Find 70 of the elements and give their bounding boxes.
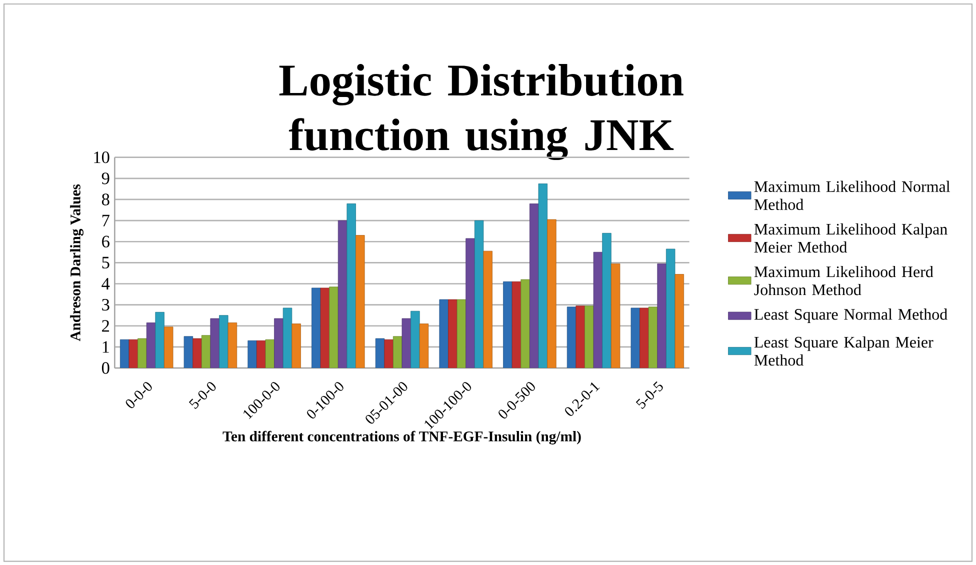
chart-title: Logistic Distribution function using JNK [279, 64, 684, 160]
bar [474, 220, 484, 368]
bar [512, 281, 522, 368]
bar [146, 322, 156, 368]
bar [312, 288, 321, 368]
bar [439, 299, 448, 368]
bar [164, 326, 174, 368]
bar [576, 306, 585, 368]
bar [256, 340, 266, 368]
y-tick-label: 5 [102, 256, 110, 268]
bar [120, 339, 130, 368]
bar [530, 203, 539, 368]
bar [155, 312, 164, 368]
bar [503, 281, 512, 368]
bar [538, 183, 548, 368]
bar [265, 339, 274, 368]
bar [201, 334, 211, 368]
bar [674, 274, 684, 368]
bar [466, 238, 475, 368]
bar [566, 306, 576, 368]
bar [402, 318, 411, 368]
bar [274, 318, 284, 368]
bar [184, 336, 194, 368]
bar [356, 234, 365, 368]
bar [338, 220, 348, 368]
y-tick-label: 8 [102, 193, 110, 206]
bar [375, 338, 385, 368]
legend-label: Maximum Likelihood Normal Method [754, 180, 950, 210]
legend-label: Maximum Likelihood Herd Johnson Method [754, 266, 934, 296]
x-axis-title: Ten different concentrations of TNF-EGF-Insulin (ng/ml) [222, 430, 581, 444]
bar [602, 232, 612, 368]
bar [248, 340, 257, 368]
legend-label: Least Square Normal Method [754, 308, 948, 323]
bar [329, 286, 338, 368]
y-tick-label: 2 [102, 320, 110, 332]
bar [593, 252, 603, 368]
y-tick-label: 4 [102, 278, 110, 290]
bar [410, 310, 420, 368]
y-axis-title: Andreson Darling Values [70, 184, 84, 342]
bar [520, 279, 530, 368]
bar [210, 318, 220, 368]
bar [346, 203, 356, 368]
bar [630, 308, 640, 368]
y-tick-label: 9 [102, 172, 110, 184]
bar [448, 299, 458, 368]
legend-label: Maximum Likelihood Kalpan Meier Method [754, 223, 948, 252]
bar [192, 338, 202, 368]
bar [547, 219, 556, 368]
y-tick-label: 0 [102, 362, 110, 374]
bar [640, 308, 649, 368]
bar [483, 250, 492, 368]
bar [666, 248, 676, 368]
bar [584, 306, 594, 368]
bar [648, 306, 658, 368]
bar [138, 338, 147, 368]
bar [392, 336, 402, 368]
bar [128, 339, 138, 368]
y-tick-label: 7 [102, 214, 110, 226]
y-tick-label: 1 [102, 341, 109, 353]
bar [320, 288, 330, 368]
y-tick-label: 3 [102, 298, 110, 310]
bar [384, 339, 394, 368]
bar [610, 263, 620, 368]
bar [456, 299, 466, 368]
y-tick-label: 10 [94, 151, 110, 164]
bar [657, 263, 666, 368]
legend-label: Least Square Kalpan Meier Method [754, 336, 934, 366]
bar [292, 323, 301, 368]
y-tick-label: 6 [102, 236, 110, 248]
bar [219, 314, 228, 368]
